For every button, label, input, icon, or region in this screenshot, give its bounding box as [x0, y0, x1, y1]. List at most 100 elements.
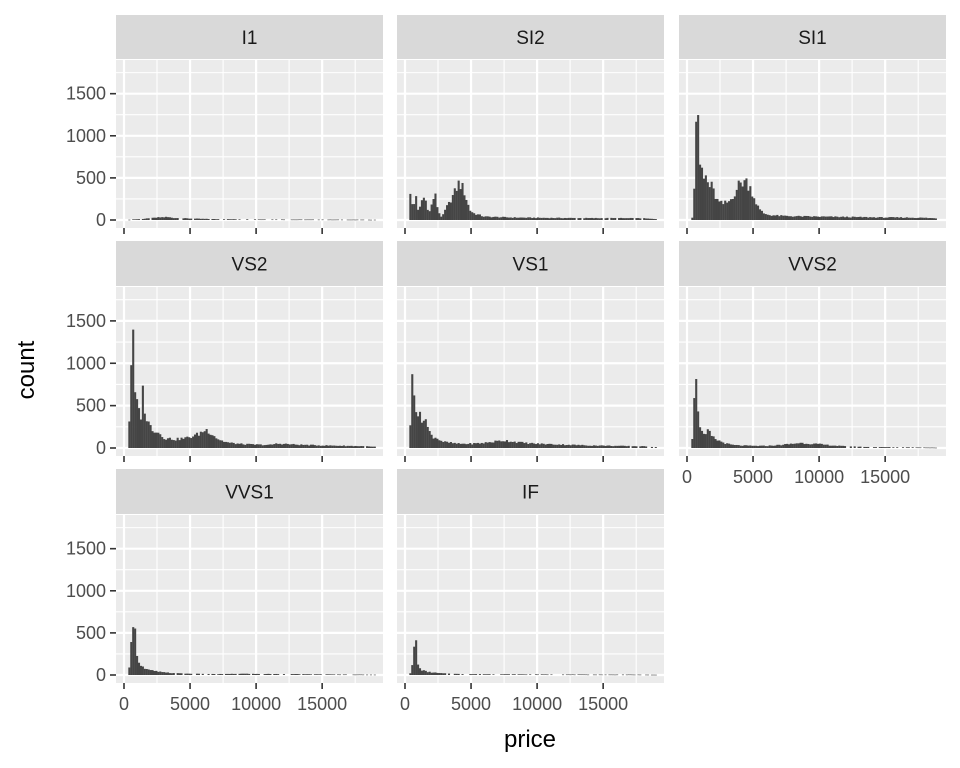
- histogram-bar: [654, 447, 657, 448]
- histogram-bar: [579, 218, 582, 220]
- histogram-bar: [426, 426, 429, 448]
- histogram-bar: [362, 219, 365, 221]
- histogram-bar: [354, 445, 357, 448]
- y-tick-label: 0: [96, 665, 106, 685]
- histogram-bar: [128, 219, 131, 221]
- histogram-bar: [244, 444, 247, 448]
- x-tick-label: 0: [400, 694, 410, 714]
- histogram-bar: [265, 444, 268, 448]
- histogram-bar: [311, 444, 314, 448]
- histogram-bar: [197, 435, 200, 448]
- histogram-bar: [751, 445, 754, 448]
- histogram-bar: [892, 447, 895, 448]
- histogram-bar: [137, 219, 141, 220]
- histogram-bar: [901, 217, 905, 220]
- panel-background: [679, 60, 946, 228]
- histogram-bar: [534, 444, 538, 448]
- histogram-bar: [718, 440, 721, 448]
- histogram-bar: [159, 434, 162, 448]
- histogram-bar: [828, 445, 831, 448]
- histogram-bar: [128, 667, 131, 675]
- histogram-bar: [424, 419, 427, 448]
- histogram-bar: [438, 673, 441, 675]
- histogram-bar: [505, 217, 509, 220]
- histogram-bar: [571, 444, 574, 448]
- histogram-bar: [417, 209, 420, 220]
- histogram-bar: [544, 444, 547, 448]
- histogram-bar: [367, 446, 371, 448]
- histogram-bar: [818, 216, 821, 220]
- histogram-bar: [333, 445, 336, 448]
- histogram-bar: [205, 218, 208, 220]
- histogram-bar: [519, 441, 522, 448]
- histogram-bar: [415, 196, 418, 220]
- histogram-bar: [226, 673, 229, 675]
- histogram-bar: [166, 217, 170, 220]
- histogram-bar: [608, 445, 611, 448]
- histogram-bar: [921, 217, 924, 220]
- histogram-bar: [230, 219, 233, 220]
- histogram-bar: [484, 442, 487, 448]
- histogram-bar: [627, 445, 630, 448]
- histogram-bar: [480, 442, 483, 448]
- histogram-bar: [248, 443, 251, 448]
- histogram-bar: [722, 204, 725, 220]
- histogram-bar: [710, 181, 713, 220]
- histogram-bar: [440, 440, 443, 448]
- x-tick-label: 15000: [860, 467, 910, 487]
- histogram-bar: [277, 674, 280, 675]
- histogram-bar: [536, 217, 539, 220]
- histogram-bar: [490, 217, 493, 220]
- histogram-bar: [558, 444, 561, 448]
- histogram-bar: [317, 219, 320, 221]
- histogram-bar: [309, 219, 313, 221]
- histogram-bar: [915, 447, 918, 449]
- histogram-bar: [168, 217, 171, 220]
- histogram-bar: [797, 443, 800, 448]
- histogram-bar: [157, 671, 160, 675]
- histogram-bar: [263, 219, 266, 221]
- histogram-bar: [890, 217, 893, 220]
- histogram-bar: [255, 673, 258, 675]
- histogram-bar: [766, 446, 769, 448]
- histogram-bar: [461, 182, 464, 220]
- histogram-bar: [344, 674, 347, 676]
- histogram-bar: [279, 443, 282, 448]
- histogram-bar: [917, 447, 920, 449]
- x-tick-label: 5000: [451, 694, 491, 714]
- histogram-bar: [590, 217, 594, 220]
- histogram-bar: [639, 446, 642, 448]
- histogram-bar: [805, 215, 808, 220]
- histogram-bar: [550, 443, 553, 448]
- histogram-bar: [741, 186, 744, 220]
- histogram-bar: [145, 421, 148, 448]
- histogram-bar: [188, 437, 191, 448]
- histogram-bar: [548, 218, 551, 220]
- histogram-bar: [488, 442, 491, 448]
- histogram-bar: [360, 674, 363, 676]
- histogram-bar: [784, 215, 787, 220]
- histogram-bar: [849, 446, 852, 448]
- histogram-bar: [882, 447, 885, 448]
- histogram-bar: [147, 218, 150, 220]
- histogram-bar: [509, 441, 512, 448]
- histogram-bar: [415, 412, 418, 448]
- histogram-bar: [590, 445, 594, 448]
- histogram-bar: [532, 443, 536, 448]
- histogram-bar: [747, 190, 750, 220]
- histogram-bar: [525, 442, 528, 448]
- histogram-bar: [851, 216, 854, 220]
- histogram-bar: [706, 429, 709, 448]
- facet-strip: [116, 469, 383, 514]
- histogram-bar: [757, 446, 760, 448]
- histogram-bar: [230, 442, 233, 448]
- histogram-bar: [504, 441, 507, 448]
- histogram-bar: [337, 674, 340, 676]
- histogram-bar: [787, 216, 791, 220]
- histogram-bar: [163, 439, 166, 448]
- histogram-bar: [136, 399, 139, 448]
- histogram-bar: [313, 445, 316, 448]
- histogram-bar: [369, 674, 372, 676]
- histogram-bar: [909, 217, 912, 220]
- x-tick-label: 10000: [512, 694, 562, 714]
